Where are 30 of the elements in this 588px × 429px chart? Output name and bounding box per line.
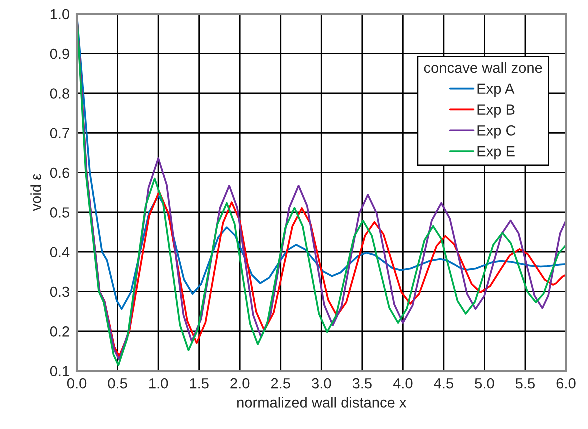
legend-label: Exp E: [478, 146, 515, 160]
x-tick-label: 2.5: [271, 378, 290, 389]
y-tick-label: 0.5: [50, 208, 70, 218]
x-tick-label: 5.5: [516, 378, 535, 389]
y-tick-label: 0.9: [50, 48, 70, 60]
x-tick-label: 2.0: [230, 378, 250, 389]
x-tick-label: 0.0: [67, 378, 87, 389]
x-axis-title: normalized wall distance x: [238, 397, 407, 408]
x-tick-label: 1.0: [150, 378, 168, 389]
legend-label: Exp C: [478, 126, 516, 139]
x-tick-label: 4.5: [434, 378, 454, 389]
y-tick-label: 1.0: [50, 9, 70, 20]
x-tick-label: 3.0: [312, 378, 332, 389]
legend-label: Exp A: [478, 84, 515, 97]
y-axis-title: void ε: [30, 174, 42, 212]
legend-label: Exp B: [478, 104, 515, 118]
y-tick-label: 0.6: [50, 168, 70, 178]
y-tick-label: 0.8: [50, 88, 70, 99]
x-tick-label: 4.0: [393, 378, 413, 389]
x-tick-label: 0.5: [108, 378, 128, 389]
legend-title: concave wall zone: [424, 62, 542, 74]
y-tick-label: 0.3: [50, 286, 70, 298]
x-tick-label: 3.5: [352, 378, 372, 389]
x-tick-label: 1.5: [190, 378, 209, 389]
y-tick-label: 0.7: [50, 128, 70, 139]
x-tick-label: 6.0: [556, 378, 576, 389]
x-tick-label: 5.0: [475, 378, 494, 389]
y-tick-label: 0.1: [50, 366, 70, 377]
y-tick-label: 0.2: [50, 326, 70, 337]
y-tick-label: 0.4: [50, 247, 70, 258]
